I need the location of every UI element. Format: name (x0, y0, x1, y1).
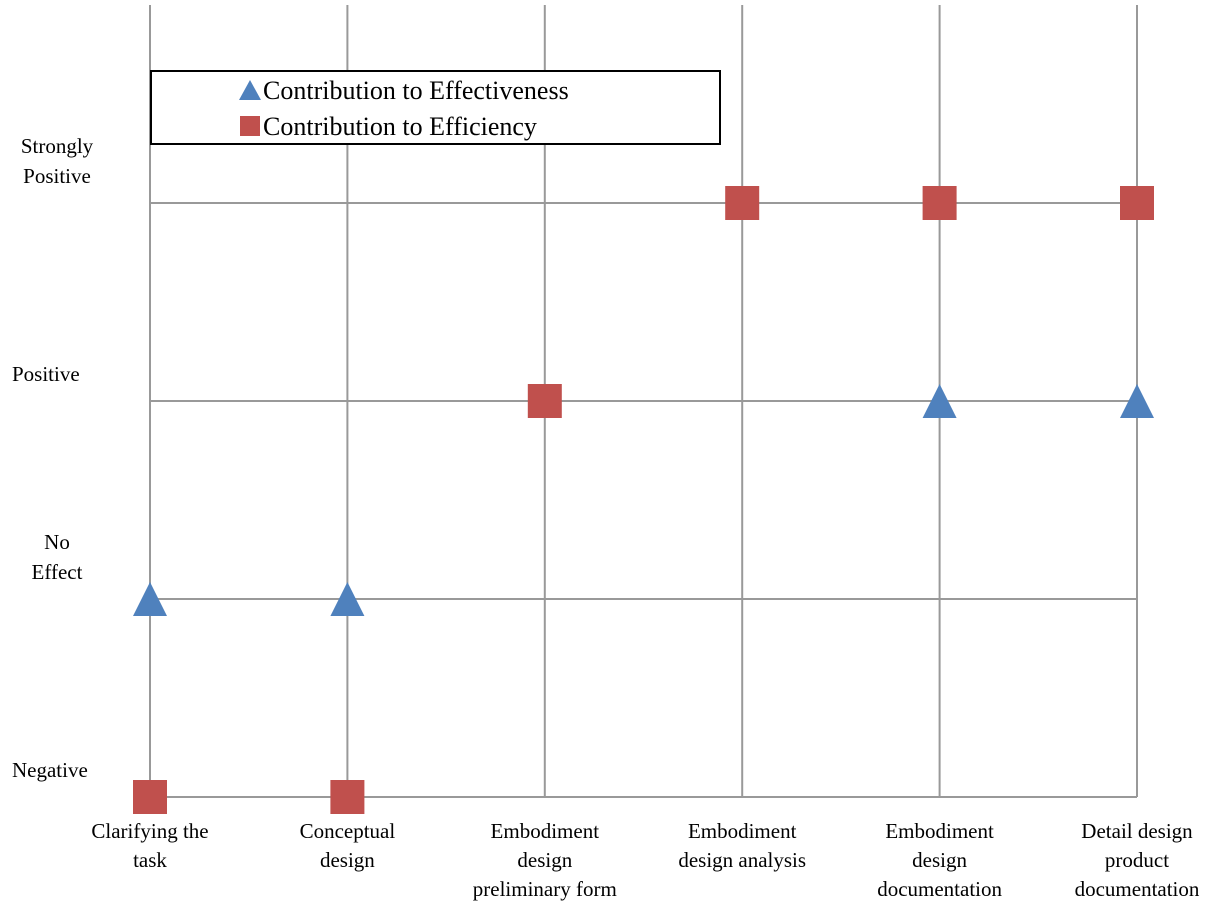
legend-entry: Contribution to Efficiency (240, 112, 537, 141)
efficiency-marker (922, 186, 957, 220)
y-tick-label-line: Negative (12, 758, 88, 782)
x-axis-tick-labels: Clarifying thetaskConceptualdesignEmbodi… (91, 819, 1200, 901)
x-tick-label-line: Embodiment (491, 819, 600, 843)
efficiency-marker (133, 780, 167, 814)
x-tick-label-line: Clarifying the (91, 819, 208, 843)
x-tick-label-line: Conceptual (300, 819, 396, 843)
y-tick-label: Strongly Positive (21, 134, 94, 188)
efficiency-marker (725, 186, 760, 220)
x-tick-label: Embodiment design analysis (678, 819, 806, 872)
y-tick-label: Negative (12, 758, 88, 782)
y-tick-label-line: Strongly (21, 134, 94, 158)
efficiency-marker (527, 384, 562, 418)
legend-square-icon (240, 116, 260, 136)
effectiveness-marker (330, 582, 365, 616)
x-tick-label-line: design (320, 848, 375, 872)
x-tick-label-line: design (912, 848, 967, 872)
y-tick-label-line: Effect (32, 560, 83, 584)
effectiveness-marker (922, 384, 957, 418)
x-tick-label: Detail design product documentation (1075, 819, 1200, 901)
x-tick-label-line: design analysis (678, 848, 806, 872)
legend-triangle-icon (239, 80, 261, 100)
x-tick-label-line: Embodiment (885, 819, 994, 843)
x-tick-label-line: task (133, 848, 167, 872)
legend: Contribution to Effectiveness Contributio… (150, 70, 721, 145)
x-tick-label-line: documentation (877, 877, 1002, 901)
y-tick-label-line: Positive (23, 164, 91, 188)
y-axis-tick-labels: Negative No Effect Positive Strongly Positive (12, 134, 94, 782)
y-tick-label-line: No (44, 530, 70, 554)
effectiveness-marker (133, 582, 167, 616)
y-tick-label-line: Positive (12, 362, 80, 386)
legend-entry: Contribution to Effectiveness (239, 76, 569, 105)
effectiveness-marker (1120, 384, 1154, 418)
x-tick-label-line: Embodiment (688, 819, 797, 843)
y-tick-label: Positive (12, 362, 80, 386)
x-tick-label-line: design (517, 848, 572, 872)
efficiency-marker (1120, 186, 1154, 220)
x-tick-label: Embodiment design preliminary form (473, 819, 617, 901)
x-tick-label: Embodiment design documentation (877, 819, 1002, 901)
x-tick-label-line: documentation (1075, 877, 1200, 901)
data-markers (133, 186, 1154, 814)
x-tick-label-line: product (1105, 848, 1169, 872)
x-tick-label-line: Detail design (1081, 819, 1193, 843)
legend-label: Contribution to Effectiveness (263, 76, 569, 105)
x-tick-label-line: preliminary form (473, 877, 617, 901)
x-tick-label: Conceptual design (300, 819, 396, 872)
y-tick-label: No Effect (32, 530, 83, 584)
efficiency-marker (330, 780, 365, 814)
x-tick-label: Clarifying the task (91, 819, 208, 872)
legend-label: Contribution to Efficiency (263, 112, 537, 141)
